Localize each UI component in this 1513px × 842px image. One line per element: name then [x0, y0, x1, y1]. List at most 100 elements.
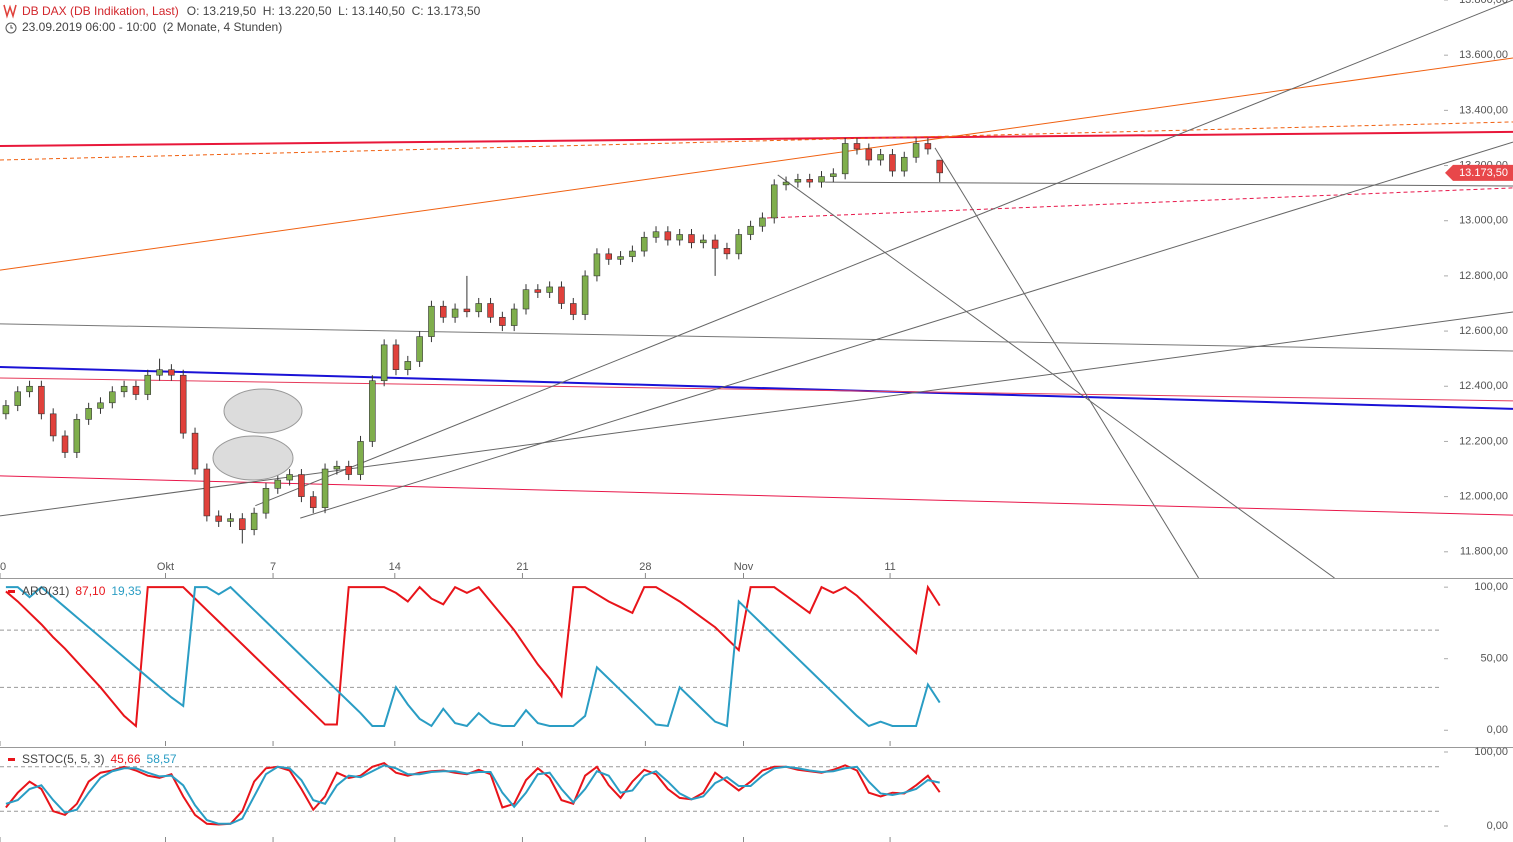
x-tick-label: 14 [389, 561, 401, 573]
candle-body [286, 474, 293, 481]
candle-body [570, 303, 577, 315]
trend-line [0, 323, 1513, 352]
candle-body [345, 465, 352, 475]
logo [3, 4, 17, 19]
y-tick-label: 100,00 [1474, 581, 1508, 593]
marker-ellipse [212, 435, 294, 481]
candle-body [924, 143, 932, 150]
candle-body [132, 385, 140, 395]
candle-body [794, 179, 802, 183]
x-tick-label: 11 [884, 561, 895, 573]
price-tag-label: 13.173,50 [1459, 167, 1508, 179]
legend-value: 45,66 [110, 752, 140, 766]
candle-body [723, 248, 731, 255]
candle-body [617, 256, 624, 260]
candle-body [853, 143, 861, 150]
trend-line [0, 130, 1513, 147]
candle-body [309, 496, 317, 508]
trend-line [300, 141, 1513, 519]
candle-body [203, 468, 211, 517]
candle-body [747, 225, 754, 235]
main-plot [0, 0, 1513, 578]
candle-body [428, 305, 435, 337]
candle-body [179, 374, 187, 434]
candle-body [120, 385, 128, 393]
x-tick-label: 7 [270, 561, 276, 573]
y-tick-label: 11.800,00 [1460, 546, 1508, 558]
trend-line [934, 147, 1200, 578]
candle-body [451, 308, 459, 318]
y-tick-label: 13.400,00 [1459, 104, 1508, 116]
candle-body [73, 419, 81, 453]
candle-body [782, 181, 790, 186]
candle-body [61, 435, 69, 453]
candle-body [38, 385, 45, 415]
y-tick-label: 50,00 [1480, 653, 1508, 665]
candle-body [333, 465, 341, 470]
candle-body [735, 234, 743, 255]
y-tick-label: 0,00 [1487, 724, 1508, 736]
candle-body [534, 289, 542, 293]
candle-body [144, 374, 152, 395]
trend-line [255, 0, 1513, 507]
candle-body [274, 479, 282, 489]
candle-body [546, 286, 553, 293]
legend-title: ARO(31) [22, 584, 69, 598]
candle-body [652, 231, 660, 238]
candle-body [936, 159, 943, 174]
legend-value: 19,35 [111, 584, 141, 598]
candle-body [321, 468, 329, 508]
trend-line [0, 121, 1513, 161]
y-tick-label: 12.600,00 [1459, 325, 1508, 337]
candle-body [711, 239, 719, 249]
y-tick-label: 13.000,00 [1459, 215, 1508, 227]
indicator-line [5, 764, 940, 825]
candle-body [227, 518, 234, 522]
candle-body [262, 488, 270, 514]
clock-icon [10, 25, 13, 29]
candle-body [26, 385, 33, 393]
candle-body [239, 518, 246, 531]
candle-body [877, 154, 884, 161]
candle-body [2, 405, 10, 415]
candle-body [298, 474, 305, 497]
candle-body [581, 275, 589, 315]
candle-body [522, 289, 530, 310]
candle-body [770, 184, 778, 219]
x-tick-label: Okt [157, 561, 174, 573]
y-tick-label: 0,00 [1487, 820, 1508, 832]
y-tick-label: 12.800,00 [1459, 270, 1508, 282]
candle-body [759, 217, 766, 227]
candle-body [688, 234, 695, 244]
candle-body [900, 156, 908, 172]
y-tick-label: 13.800,00 [1459, 0, 1508, 6]
legend-value: 87,10 [75, 584, 105, 598]
x-tick-label: Nov [734, 561, 754, 573]
candle-body [404, 361, 412, 370]
y-tick-label: 13.600,00 [1459, 49, 1508, 61]
candle-body [889, 154, 896, 172]
candle-body [640, 236, 648, 252]
candle-body [463, 308, 471, 313]
candle-body [558, 286, 565, 304]
candle-body [700, 239, 707, 244]
candle-body [357, 441, 364, 475]
x-tick-label: 28 [639, 561, 651, 573]
candle-body [380, 344, 388, 382]
candle-body [912, 143, 920, 158]
ohlc-values: O: 13.219,50 H: 13.220,50 L: 13.140,50 C… [187, 4, 481, 18]
chart-header: DB DAX (DB Indikation, Last) O: 13.219,50… [22, 4, 481, 18]
candle-body [676, 234, 683, 241]
candle-body [664, 231, 672, 241]
chart-subtitle: 23.09.2019 06:00 - 10:00 (2 Monate, 4 St… [22, 20, 282, 34]
candle-body [85, 408, 92, 420]
candle-body [14, 391, 21, 406]
price-tag [1445, 164, 1513, 181]
candle-body [830, 173, 837, 177]
candle-body [605, 253, 613, 260]
candle-body [215, 515, 222, 522]
candle-body [109, 391, 116, 404]
trend-line [777, 174, 1335, 578]
candle-body [841, 143, 849, 175]
